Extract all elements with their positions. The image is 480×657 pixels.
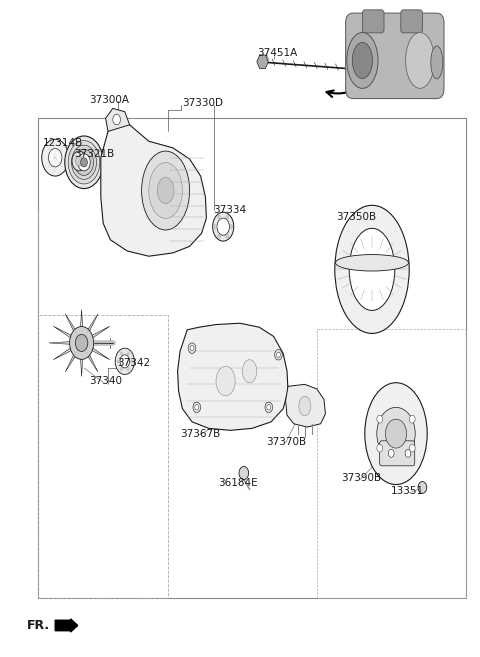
Text: 37367B: 37367B — [180, 428, 220, 439]
Polygon shape — [53, 348, 72, 360]
Ellipse shape — [365, 382, 427, 485]
Circle shape — [418, 482, 427, 493]
Circle shape — [68, 141, 100, 184]
Polygon shape — [94, 342, 114, 344]
Circle shape — [377, 415, 383, 423]
Ellipse shape — [431, 46, 443, 79]
Ellipse shape — [157, 177, 174, 204]
Polygon shape — [65, 353, 77, 372]
Circle shape — [218, 235, 221, 238]
Ellipse shape — [349, 228, 395, 311]
Ellipse shape — [335, 205, 409, 334]
Circle shape — [74, 149, 94, 175]
Circle shape — [131, 360, 133, 363]
Circle shape — [218, 215, 221, 219]
Circle shape — [409, 444, 415, 452]
Text: 37321B: 37321B — [74, 149, 115, 160]
Text: 37350B: 37350B — [336, 212, 376, 222]
Circle shape — [405, 449, 411, 457]
Bar — [38, 315, 168, 598]
FancyArrow shape — [55, 619, 78, 632]
Circle shape — [127, 368, 130, 371]
Ellipse shape — [72, 151, 86, 171]
Text: 37390B: 37390B — [341, 473, 381, 484]
Ellipse shape — [142, 151, 190, 230]
Circle shape — [120, 355, 130, 368]
Polygon shape — [80, 355, 83, 376]
Polygon shape — [91, 348, 110, 360]
Circle shape — [377, 407, 415, 460]
Circle shape — [265, 402, 273, 413]
Polygon shape — [65, 314, 77, 333]
Polygon shape — [91, 327, 110, 338]
Circle shape — [48, 148, 62, 167]
Circle shape — [226, 235, 229, 238]
Ellipse shape — [216, 367, 235, 396]
Text: 37334: 37334 — [214, 205, 247, 215]
Circle shape — [388, 449, 394, 457]
Text: FR.: FR. — [26, 619, 49, 632]
Circle shape — [409, 415, 415, 423]
Bar — [38, 118, 466, 598]
Circle shape — [385, 419, 407, 448]
Circle shape — [275, 350, 282, 360]
Ellipse shape — [352, 42, 372, 79]
Circle shape — [115, 348, 134, 374]
Circle shape — [70, 327, 94, 359]
Text: 37300A: 37300A — [89, 95, 129, 105]
Ellipse shape — [76, 156, 83, 166]
Circle shape — [78, 154, 90, 171]
Circle shape — [214, 225, 216, 229]
Polygon shape — [106, 108, 130, 131]
Ellipse shape — [406, 32, 434, 88]
Text: 37340: 37340 — [89, 376, 122, 386]
Circle shape — [75, 334, 88, 351]
Circle shape — [42, 139, 69, 176]
Circle shape — [120, 351, 123, 355]
Polygon shape — [49, 342, 70, 344]
Circle shape — [72, 145, 96, 179]
FancyBboxPatch shape — [362, 10, 384, 33]
Ellipse shape — [149, 163, 182, 219]
Circle shape — [190, 346, 194, 351]
Circle shape — [113, 114, 120, 125]
Circle shape — [120, 368, 123, 371]
Text: 37330D: 37330D — [182, 98, 223, 108]
Circle shape — [195, 405, 199, 410]
Polygon shape — [53, 327, 72, 338]
Circle shape — [276, 352, 280, 357]
Circle shape — [188, 343, 196, 353]
Polygon shape — [86, 314, 98, 333]
Circle shape — [377, 444, 383, 452]
Circle shape — [127, 351, 130, 355]
Circle shape — [65, 136, 103, 189]
Circle shape — [213, 212, 234, 241]
Ellipse shape — [299, 396, 311, 416]
Text: 37451A: 37451A — [257, 47, 297, 58]
Ellipse shape — [242, 360, 257, 382]
Circle shape — [193, 402, 201, 413]
Polygon shape — [178, 323, 288, 430]
Polygon shape — [101, 122, 206, 256]
Polygon shape — [80, 309, 83, 330]
Ellipse shape — [336, 255, 408, 271]
Circle shape — [230, 225, 233, 229]
Circle shape — [239, 466, 249, 480]
Text: 12314B: 12314B — [43, 137, 84, 148]
Text: 37342: 37342 — [118, 358, 151, 369]
Text: 36184E: 36184E — [218, 478, 258, 488]
Polygon shape — [286, 384, 325, 427]
Circle shape — [117, 360, 119, 363]
FancyBboxPatch shape — [346, 13, 444, 99]
Ellipse shape — [347, 32, 378, 88]
FancyBboxPatch shape — [401, 10, 422, 33]
Circle shape — [226, 215, 229, 219]
Circle shape — [81, 158, 87, 167]
Text: 13351: 13351 — [391, 486, 424, 497]
Polygon shape — [86, 353, 98, 372]
Circle shape — [217, 218, 229, 235]
FancyBboxPatch shape — [380, 441, 415, 466]
Circle shape — [267, 405, 271, 410]
Text: 37370B: 37370B — [266, 436, 307, 447]
